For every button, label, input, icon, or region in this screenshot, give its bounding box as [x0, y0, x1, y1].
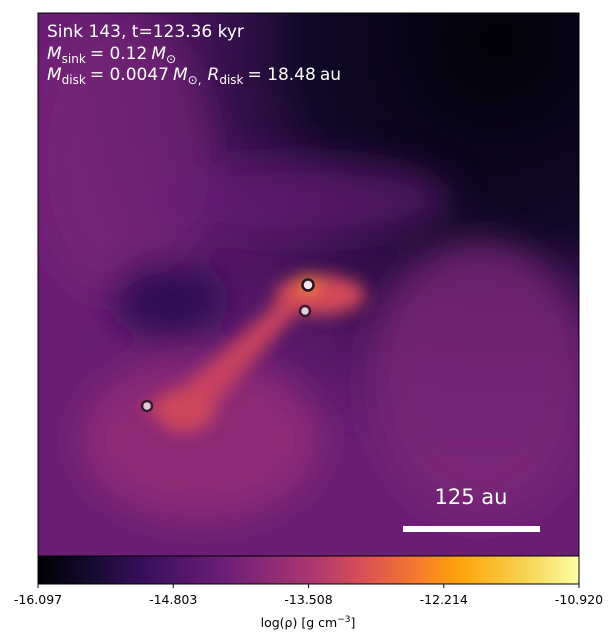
colorbar-tick-label: -12.214: [420, 592, 468, 607]
colorbar-tick-label: -16.097: [14, 592, 62, 607]
scale-bar-label: 125 au: [435, 485, 508, 509]
sinks: [140, 278, 315, 413]
colorbar-tick-label: -13.508: [284, 592, 332, 607]
sink-mass: Msink = 0.12 M⊙: [47, 44, 176, 66]
colorbar-tick-label: -14.803: [149, 592, 197, 607]
colorbar: [37, 555, 580, 585]
colorbar-label: log(ρ) [g cm−3]: [261, 615, 356, 630]
sink: [301, 278, 315, 292]
disk-info: Mdisk = 0.0047 M⊙, Rdisk = 18.48 au: [47, 65, 341, 87]
sink: [298, 304, 312, 318]
scale-bar: [403, 526, 540, 532]
title: Sink 143, t=123.36 kyr: [47, 22, 244, 42]
colorbar-tick-label: -10.920: [555, 592, 603, 607]
sink: [140, 399, 154, 413]
